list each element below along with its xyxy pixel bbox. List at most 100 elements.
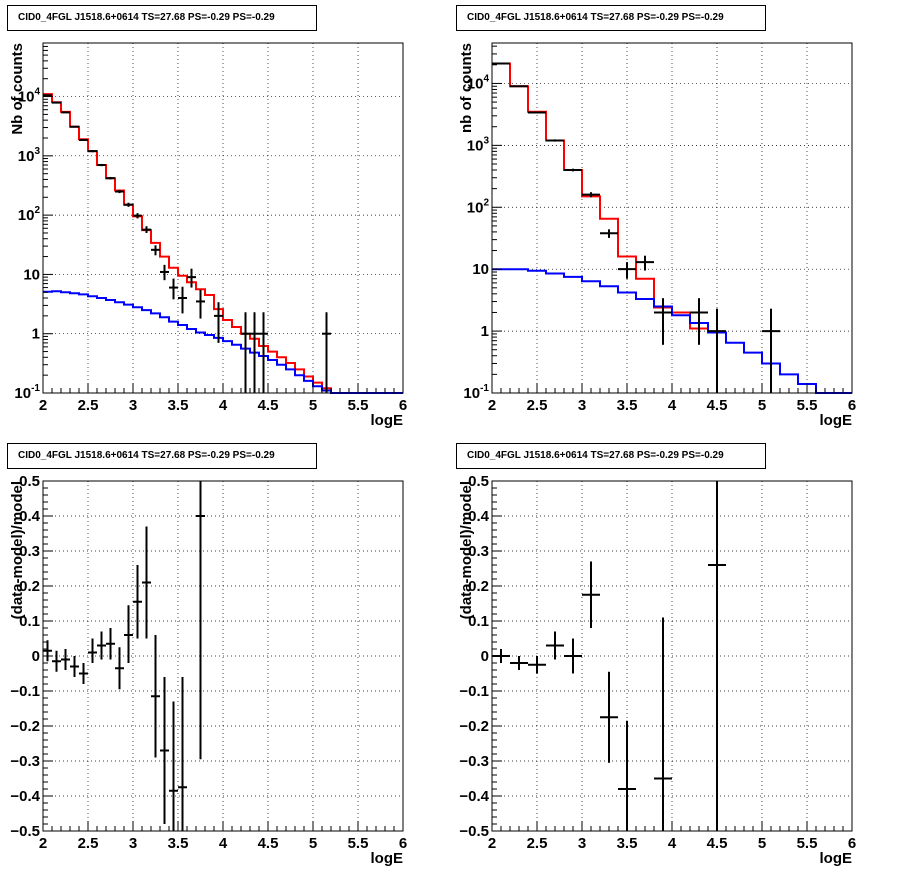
data-point — [654, 617, 672, 831]
x-tick-label: 2 — [39, 397, 47, 414]
data-point — [510, 85, 528, 88]
data-point — [43, 94, 52, 97]
x-tick-label: 5.5 — [348, 835, 369, 852]
y-tick-label: 0 — [32, 648, 40, 665]
data-point — [70, 656, 79, 677]
data-point — [600, 229, 618, 238]
x-tick-label: 2 — [488, 835, 496, 852]
x-tick-label: 2 — [39, 835, 47, 852]
x-tick-label: 4.5 — [258, 835, 279, 852]
x-tick-label: 4.5 — [258, 397, 279, 414]
y-tick-label: 10 — [472, 261, 489, 278]
x-tick-label: 3 — [578, 397, 586, 414]
y-tick-label: −0.5 — [459, 823, 489, 840]
y-tick-label: 1 — [32, 326, 40, 343]
data-point — [178, 286, 187, 314]
x-tick-label: 5.5 — [797, 835, 818, 852]
data-point — [169, 701, 178, 831]
data-point — [115, 647, 124, 690]
data-point — [124, 202, 133, 207]
data-point — [582, 561, 600, 628]
y-tick-label: −0.4 — [10, 788, 40, 805]
x-tick-label: 4 — [219, 397, 228, 414]
x-tick-label: 6 — [399, 397, 407, 414]
data-point — [106, 628, 115, 660]
x-tick-label: 4.5 — [707, 397, 728, 414]
y-tick-label: 10 — [23, 266, 40, 283]
data-point — [169, 278, 178, 300]
y-axis-label: (data-model)/model — [9, 481, 26, 619]
y-tick-label: 0.5 — [468, 473, 489, 490]
y-tick-label: −0.4 — [459, 788, 489, 805]
data-point — [600, 671, 618, 763]
data-point — [196, 481, 205, 760]
data-point — [618, 720, 636, 831]
data-point — [654, 298, 672, 345]
y-tick-label: 10-1 — [14, 383, 40, 402]
x-tick-label: 2.5 — [78, 835, 99, 852]
x-tick-label: 2 — [488, 397, 496, 414]
plot-title: CID0_4FGL J1518.6+0614 TS=27.68 PS=-0.29… — [456, 443, 766, 469]
y-tick-label: 104 — [18, 87, 41, 106]
y-tick-label: 104 — [467, 73, 490, 92]
y-tick-label: −0.2 — [459, 718, 489, 735]
model-step-line — [492, 268, 852, 394]
data-point — [142, 226, 151, 233]
x-axis-label: logE — [371, 412, 404, 429]
data-point — [43, 640, 52, 662]
x-tick-label: 2.5 — [78, 397, 99, 414]
x-tick-label: 5 — [758, 397, 766, 414]
data-point — [322, 312, 331, 393]
data-point — [151, 245, 160, 256]
y-tick-label: −0.1 — [459, 683, 489, 700]
x-tick-label: 3.5 — [617, 397, 638, 414]
x-tick-label: 3 — [129, 397, 137, 414]
data-point — [187, 268, 196, 288]
panel-counts-left: CID0_4FGL J1518.6+0614 TS=27.68 PS=-0.29… — [0, 0, 449, 437]
x-tick-label: 6 — [848, 397, 856, 414]
data-point — [546, 631, 564, 660]
y-tick-label: 0.3 — [19, 543, 40, 560]
x-tick-label: 5 — [758, 835, 766, 852]
data-point — [690, 298, 708, 345]
data-point — [259, 312, 268, 393]
chart-counts-left: 2 2.5 3 3.5 4 4.5 5 5.5 6 10-1 1 10 102 103 104 logE Nb … — [9, 42, 407, 429]
x-tick-label: 6 — [848, 835, 856, 852]
data-point — [106, 176, 115, 180]
plot-title: CID0_4FGL J1518.6+0614 TS=27.68 PS=-0.29… — [7, 443, 317, 469]
data-point — [636, 255, 654, 271]
x-tick-label: 4 — [668, 397, 677, 414]
y-tick-label: −0.3 — [459, 753, 489, 770]
y-axis-label: nb of counts — [458, 43, 475, 133]
x-tick-label: 3.5 — [168, 397, 189, 414]
y-tick-label: 0 — [481, 648, 489, 665]
data-point — [52, 101, 61, 104]
data-point — [142, 526, 151, 639]
plot-title: CID0_4FGL J1518.6+0614 TS=27.68 PS=-0.29… — [7, 5, 317, 31]
y-tick-label: 103 — [467, 135, 490, 154]
data-point — [546, 139, 564, 142]
y-tick-label: −0.1 — [10, 683, 40, 700]
data-point — [564, 168, 582, 172]
panel-residuals-right: CID0_4FGL J1518.6+0614 TS=27.68 PS=-0.29… — [449, 438, 898, 875]
y-tick-label: −0.2 — [10, 718, 40, 735]
data-point — [70, 125, 79, 128]
panel-residuals-left: CID0_4FGL J1518.6+0614 TS=27.68 PS=-0.29… — [0, 438, 449, 875]
x-axis-label: logE — [820, 412, 853, 429]
data-point — [160, 677, 169, 824]
data-point — [88, 150, 97, 153]
data-point — [241, 312, 250, 393]
data-point — [214, 302, 223, 343]
data-point — [115, 190, 124, 194]
y-tick-label: 0.1 — [19, 613, 40, 630]
data-point — [88, 638, 97, 663]
data-point — [528, 111, 546, 114]
x-tick-label: 5 — [309, 835, 317, 852]
x-tick-label: 5.5 — [797, 397, 818, 414]
data-point — [61, 111, 70, 114]
data-point — [97, 163, 106, 167]
data-point — [178, 677, 187, 831]
x-tick-label: 5 — [309, 397, 317, 414]
x-tick-label: 4.5 — [707, 835, 728, 852]
x-tick-label: 2.5 — [527, 835, 548, 852]
